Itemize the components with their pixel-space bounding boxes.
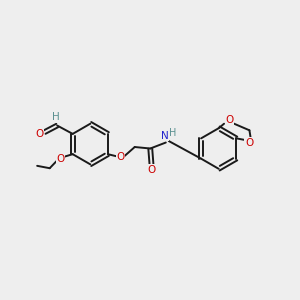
Text: O: O <box>56 154 64 164</box>
Text: H: H <box>52 112 59 122</box>
Text: N: N <box>161 131 169 141</box>
Text: O: O <box>245 138 253 148</box>
Text: O: O <box>147 165 156 175</box>
Text: O: O <box>225 115 234 125</box>
Text: O: O <box>35 129 44 139</box>
Text: H: H <box>169 128 176 138</box>
Text: O: O <box>116 152 124 162</box>
